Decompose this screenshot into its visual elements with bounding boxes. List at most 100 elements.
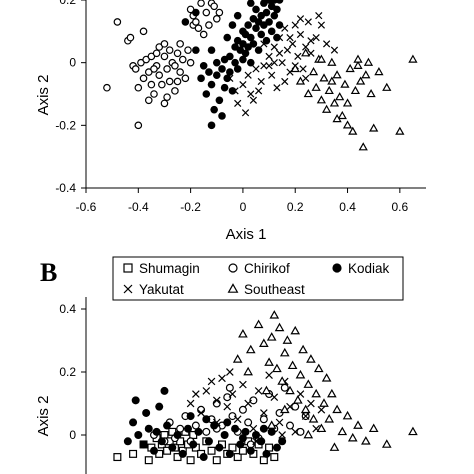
point-kodiak bbox=[241, 427, 250, 436]
point-kodiak bbox=[178, 449, 187, 458]
point-yakutat bbox=[197, 409, 205, 417]
point-kodiak bbox=[226, 52, 234, 61]
point-southeast bbox=[353, 60, 363, 69]
point-yakutat bbox=[322, 40, 331, 48]
point-southeast bbox=[340, 79, 350, 88]
point-chirikof bbox=[150, 65, 158, 73]
x-tick-label: -0.4 bbox=[128, 200, 149, 214]
point-kodiak bbox=[199, 453, 208, 462]
point-chirikof bbox=[205, 21, 213, 29]
panel-b-y-ticks: 0 0.2 0.4 bbox=[59, 302, 86, 442]
point-yakutat bbox=[247, 90, 255, 98]
point-chirikof bbox=[126, 33, 135, 42]
point-yakutat bbox=[301, 412, 310, 420]
point-kodiak bbox=[231, 424, 240, 433]
point-kodiak bbox=[252, 5, 260, 14]
point-southeast bbox=[319, 398, 329, 407]
point-yakutat bbox=[212, 418, 221, 427]
point-southeast bbox=[316, 54, 327, 63]
point-kodiak bbox=[228, 87, 237, 95]
point-chirikof bbox=[215, 8, 224, 17]
point-southeast bbox=[408, 54, 418, 63]
point-kodiak bbox=[233, 65, 242, 73]
point-yakutat bbox=[307, 399, 315, 408]
point-yakutat bbox=[218, 374, 226, 383]
point-southeast bbox=[327, 76, 337, 85]
point-chirikof bbox=[103, 83, 111, 92]
point-southeast bbox=[306, 354, 316, 363]
point-southeast bbox=[303, 379, 314, 388]
point-yakutat bbox=[286, 33, 294, 42]
point-kodiak bbox=[192, 46, 200, 54]
point-yakutat bbox=[226, 74, 234, 82]
point-kodiak bbox=[272, 443, 281, 452]
point-southeast bbox=[290, 63, 300, 73]
point-kodiak bbox=[238, 434, 247, 443]
point-kodiak bbox=[202, 90, 211, 98]
point-kodiak bbox=[246, 446, 255, 455]
x-tick-label: 0.2 bbox=[287, 200, 304, 214]
point-southeast bbox=[327, 388, 337, 398]
point-southeast bbox=[274, 322, 285, 332]
point-southeast bbox=[261, 385, 272, 395]
point-chirikof bbox=[155, 71, 164, 80]
point-yakutat bbox=[231, 87, 239, 95]
point-southeast bbox=[395, 126, 405, 135]
legend-item-kodiak: Kodiak bbox=[332, 261, 390, 276]
point-kodiak bbox=[254, 46, 263, 54]
point-kodiak bbox=[186, 412, 195, 421]
point-yakutat bbox=[283, 46, 292, 54]
point-shumagin bbox=[233, 453, 242, 462]
point-kodiak bbox=[163, 421, 172, 430]
point-chirikof bbox=[144, 96, 153, 105]
panel-a-points bbox=[103, 0, 418, 151]
point-southeast bbox=[272, 363, 282, 373]
point-yakutat bbox=[241, 109, 250, 117]
point-kodiak bbox=[207, 46, 216, 54]
point-kodiak bbox=[202, 415, 211, 424]
point-chirikof bbox=[249, 396, 258, 405]
point-southeast bbox=[295, 76, 306, 85]
point-southeast bbox=[368, 423, 379, 433]
point-yakutat bbox=[260, 40, 268, 48]
point-yakutat bbox=[302, 43, 310, 51]
point-kodiak bbox=[265, 18, 273, 26]
point-kodiak bbox=[225, 449, 234, 458]
point-yakutat bbox=[315, 12, 323, 20]
panel-b-letter: B bbox=[40, 258, 57, 287]
panel-b: B Shumagin Chirikof Kodiak Yakutat Southeast… bbox=[35, 256, 418, 474]
y-tick-label: 0.2 bbox=[59, 365, 76, 379]
point-southeast bbox=[277, 376, 287, 385]
point-kodiak bbox=[275, 0, 284, 4]
point-shumagin bbox=[113, 453, 122, 462]
point-southeast bbox=[321, 104, 332, 113]
point-yakutat bbox=[288, 40, 297, 48]
point-yakutat bbox=[317, 405, 326, 414]
point-southeast bbox=[382, 82, 392, 91]
point-kodiak bbox=[241, 49, 250, 58]
point-kodiak bbox=[220, 431, 229, 439]
point-southeast bbox=[332, 114, 342, 123]
point-yakutat bbox=[192, 390, 200, 398]
point-southeast bbox=[301, 48, 311, 57]
point-kodiak bbox=[226, 68, 234, 76]
point-kodiak bbox=[278, 437, 287, 446]
point-chirikof bbox=[202, 427, 211, 436]
point-yakutat bbox=[202, 387, 211, 395]
legend-marker-yakutat bbox=[123, 284, 133, 294]
point-southeast bbox=[329, 442, 340, 451]
point-shumagin bbox=[212, 456, 221, 465]
point-southeast bbox=[311, 82, 321, 91]
point-yakutat bbox=[254, 387, 263, 395]
point-kodiak bbox=[212, 58, 221, 67]
point-southeast bbox=[353, 54, 363, 63]
point-kodiak bbox=[252, 24, 260, 32]
x-tick-label: 0.6 bbox=[392, 200, 409, 214]
point-southeast bbox=[337, 110, 347, 120]
point-southeast bbox=[279, 404, 290, 414]
point-yakutat bbox=[252, 65, 260, 73]
point-kodiak bbox=[275, 21, 284, 29]
point-kodiak bbox=[246, 58, 255, 67]
point-chirikof bbox=[197, 0, 205, 7]
point-southeast bbox=[361, 70, 371, 79]
